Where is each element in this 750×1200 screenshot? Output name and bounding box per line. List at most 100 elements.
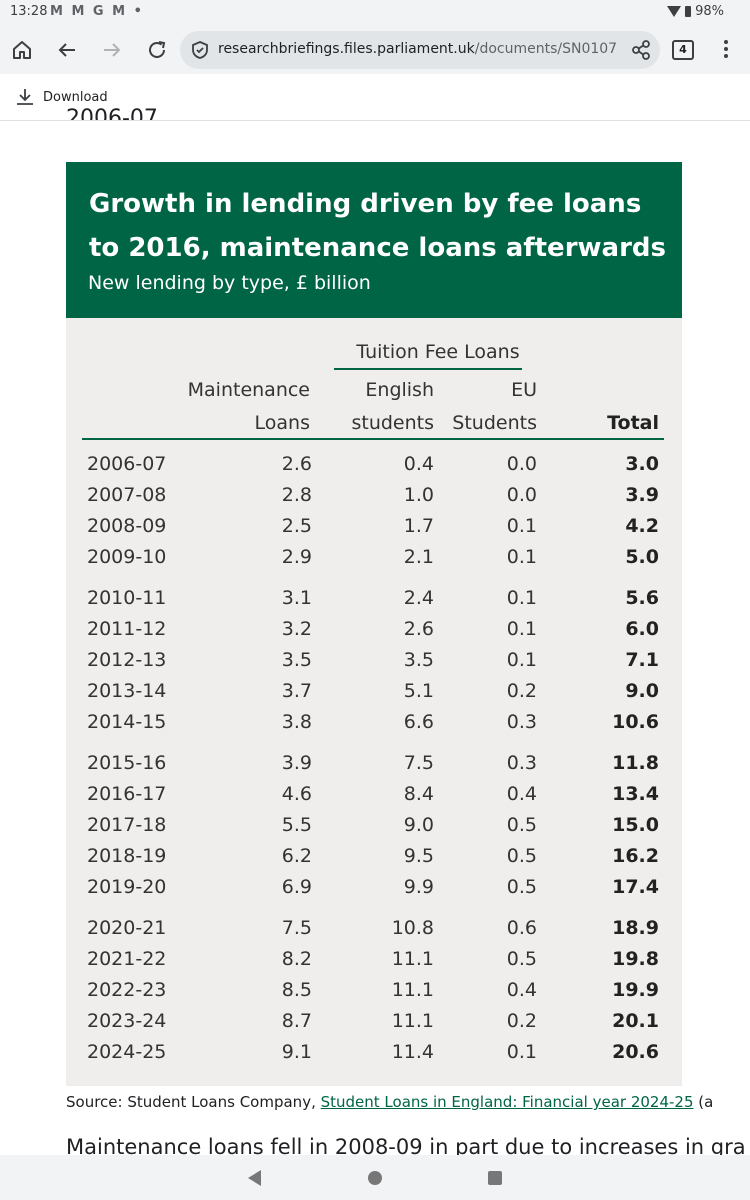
- source-suffix: (a: [693, 1093, 714, 1111]
- row-year: 2007-08: [87, 484, 167, 506]
- cell-total: 16.2: [612, 845, 659, 867]
- cell-english: 9.0: [403, 814, 434, 836]
- cell-total: 7.1: [625, 649, 659, 671]
- back-button[interactable]: [53, 36, 81, 64]
- table-row: 2024-25 9.1 11.4 0.1 20.6: [82, 1037, 664, 1068]
- cell-maintenance: 9.1: [281, 1041, 312, 1063]
- forward-button[interactable]: [98, 36, 126, 64]
- cell-maintenance: 3.2: [281, 618, 312, 640]
- cell-english: 11.4: [391, 1041, 434, 1063]
- cell-maintenance: 2.9: [281, 546, 312, 568]
- cell-eu: 0.1: [506, 546, 537, 568]
- battery-level: 98%: [695, 4, 724, 19]
- home-button[interactable]: [8, 36, 36, 64]
- overflow-menu-icon[interactable]: [716, 38, 736, 62]
- browser-toolbar: researchbriefings.files.parliament.uk/do…: [0, 26, 750, 74]
- table-row: 2008-09 2.5 1.7 0.1 4.2: [82, 511, 664, 542]
- cell-maintenance: 5.5: [281, 814, 312, 836]
- cell-english: 0.4: [403, 453, 434, 475]
- table-row: 2023-24 8.7 11.1 0.2 20.1: [82, 1006, 664, 1037]
- cell-total: 20.1: [612, 1010, 659, 1032]
- column-header-maintenance-line1: Maintenance: [187, 379, 310, 401]
- cell-maintenance: 2.8: [281, 484, 312, 506]
- row-year: 2020-21: [87, 917, 167, 939]
- cell-english: 1.7: [403, 515, 434, 537]
- row-year: 2015-16: [87, 752, 167, 774]
- cell-maintenance: 2.5: [281, 515, 312, 537]
- table-row: 2017-18 5.5 9.0 0.5 15.0: [82, 810, 664, 841]
- cell-english: 11.1: [391, 948, 434, 970]
- cell-eu: 0.5: [506, 876, 537, 898]
- table-row: 2006-07 2.6 0.4 0.0 3.0: [82, 449, 664, 480]
- cell-maintenance: 8.5: [281, 979, 312, 1001]
- row-year: 2006-07: [87, 453, 167, 475]
- cell-total: 19.8: [612, 948, 659, 970]
- body-paragraph: Maintenance loans fell in 2008-09 in par…: [66, 1135, 746, 1156]
- download-bar: Download: [0, 74, 750, 121]
- column-header-eu-line2: Students: [452, 412, 537, 434]
- cell-total: 5.0: [625, 546, 659, 568]
- cell-maintenance: 7.5: [281, 917, 312, 939]
- cell-eu: 0.4: [506, 783, 537, 805]
- system-status: 98%: [667, 4, 724, 19]
- cell-eu: 0.3: [506, 752, 537, 774]
- download-button[interactable]: Download: [43, 90, 108, 105]
- address-bar[interactable]: researchbriefings.files.parliament.uk/do…: [180, 31, 660, 69]
- column-header-maintenance-line2: Loans: [254, 412, 310, 434]
- row-year: 2010-11: [87, 587, 167, 609]
- cell-total: 5.6: [625, 587, 659, 609]
- column-header-english-line1: English: [365, 379, 434, 401]
- row-year: 2016-17: [87, 783, 167, 805]
- status-bar: 13:28 M M G M • 98%: [0, 0, 750, 26]
- arrow-right-icon: [104, 43, 121, 57]
- cell-eu: 0.3: [506, 711, 537, 733]
- cell-english: 7.5: [403, 752, 434, 774]
- cell-total: 18.9: [612, 917, 659, 939]
- column-group-header: Tuition Fee Loans: [356, 341, 520, 363]
- cell-total: 10.6: [612, 711, 659, 733]
- source-link[interactable]: Student Loans in England: Financial year…: [320, 1093, 694, 1111]
- cell-maintenance: 8.7: [281, 1010, 312, 1032]
- nav-home-icon[interactable]: [368, 1171, 382, 1185]
- wifi-icon: [667, 6, 682, 17]
- home-icon: [13, 41, 31, 59]
- cell-english: 11.1: [391, 979, 434, 1001]
- figure-header: Growth in lending driven by fee loans to…: [66, 162, 682, 318]
- nav-back-icon[interactable]: [248, 1170, 261, 1186]
- cell-eu: 0.5: [506, 845, 537, 867]
- cell-total: 9.0: [625, 680, 659, 702]
- cell-maintenance: 8.2: [281, 948, 312, 970]
- source-prefix: Source: Student Loans Company,: [66, 1093, 321, 1111]
- row-year: 2012-13: [87, 649, 167, 671]
- table-row: 2010-11 3.1 2.4 0.1 5.6: [82, 583, 664, 614]
- table-row: 2012-13 3.5 3.5 0.1 7.1: [82, 645, 664, 676]
- tab-switcher-button[interactable]: 4: [672, 40, 694, 60]
- share-icon[interactable]: [630, 39, 652, 61]
- cell-total: 4.2: [625, 515, 659, 537]
- nav-recents-icon[interactable]: [488, 1171, 502, 1185]
- cell-maintenance: 3.9: [281, 752, 312, 774]
- cell-english: 9.9: [403, 876, 434, 898]
- cell-total: 6.0: [625, 618, 659, 640]
- column-header-eu-line1: EU: [511, 379, 537, 401]
- group-header-rule: [334, 368, 522, 370]
- cell-english: 11.1: [391, 1010, 434, 1032]
- table-row: 2022-23 8.5 11.1 0.4 19.9: [82, 975, 664, 1006]
- cell-eu: 0.1: [506, 649, 537, 671]
- reload-icon: [149, 41, 166, 58]
- cell-maintenance: 6.2: [281, 845, 312, 867]
- table-row: 2014-15 3.8 6.6 0.3 10.6: [82, 707, 664, 738]
- table-row: 2021-22 8.2 11.1 0.5 19.8: [82, 944, 664, 975]
- url-text[interactable]: researchbriefings.files.parliament.uk/do…: [218, 41, 618, 57]
- cell-total: 17.4: [612, 876, 659, 898]
- site-info-icon[interactable]: [190, 40, 210, 60]
- row-year: 2023-24: [87, 1010, 167, 1032]
- cell-maintenance: 3.7: [281, 680, 312, 702]
- row-year: 2008-09: [87, 515, 167, 537]
- table-row: 2019-20 6.9 9.9 0.5 17.4: [82, 872, 664, 903]
- url-path: /documents/SN01079/SN0: [474, 41, 618, 57]
- download-icon[interactable]: [14, 86, 36, 108]
- reload-button[interactable]: [143, 36, 171, 64]
- source-note: Source: Student Loans Company, Student L…: [66, 1093, 713, 1111]
- cell-maintenance: 2.6: [281, 453, 312, 475]
